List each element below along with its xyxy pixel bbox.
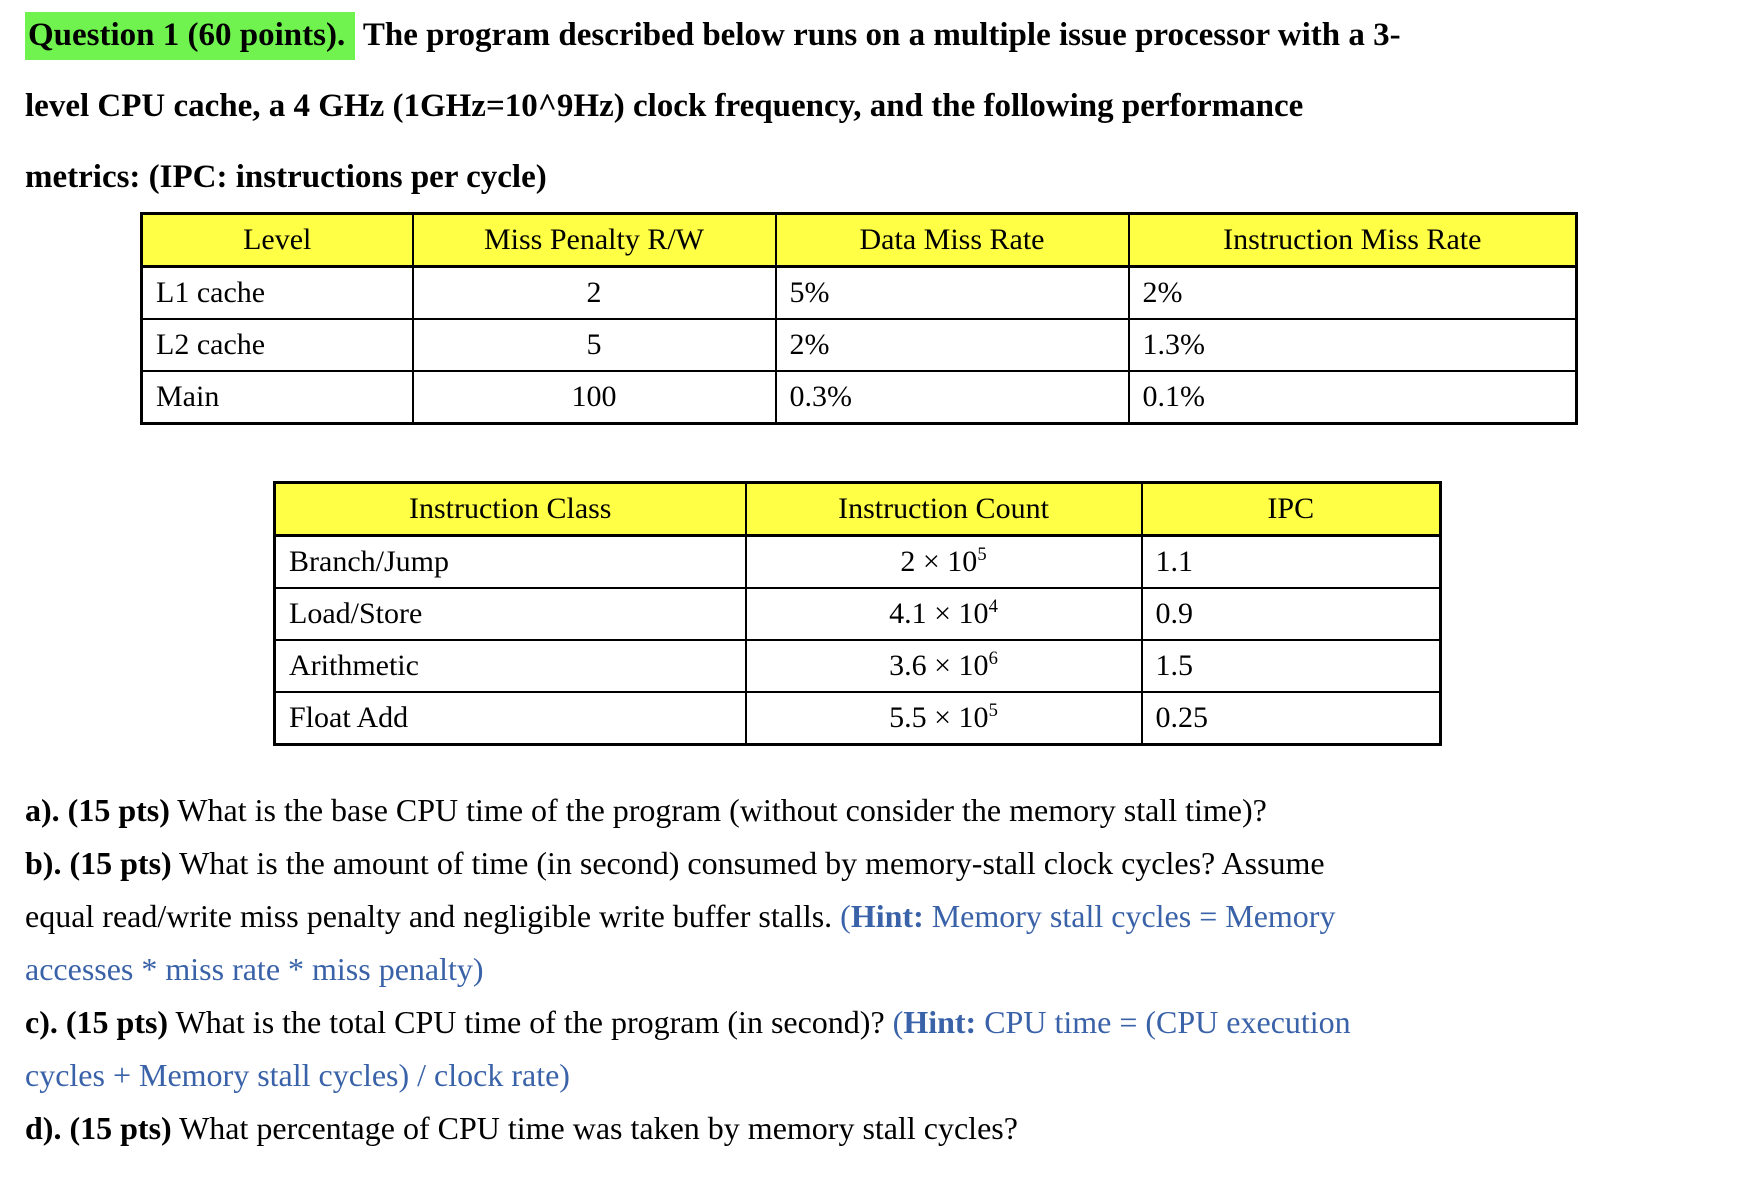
count-exponent: 5 — [988, 700, 998, 721]
question-b-text-1: What is the amount of time (in second) c… — [171, 845, 1325, 881]
cell-miss-penalty: 2 — [411, 265, 777, 320]
instruction-mix-table: Instruction Class Instruction Count IPC … — [273, 481, 1442, 746]
table-row: Main 100 0.3% 0.1% — [140, 370, 1578, 425]
intro-line-3: metrics: (IPC: instructions per cycle) — [25, 159, 547, 195]
question-c-line-1: c). (15 pts) What is the total CPU time … — [25, 996, 1351, 1049]
cell-ipc: 0.9 — [1140, 587, 1442, 641]
table-row: L1 cache 2 5% 2% — [140, 265, 1578, 320]
question-heading-highlight: Question 1 (60 points). — [25, 12, 356, 60]
question-b-label: b). (15 pts) — [25, 845, 172, 881]
cell-miss-penalty: 100 — [411, 370, 777, 425]
cell-instruction-miss-rate: 2% — [1127, 265, 1578, 320]
cell-data-miss-rate: 2% — [774, 318, 1130, 372]
question-d-label: d). (15 pts) — [25, 1110, 172, 1146]
table-row: L2 cache 5 2% 1.3% — [140, 318, 1578, 372]
question-d-text: What percentage of CPU time was taken by… — [171, 1110, 1018, 1146]
header-instruction-class: Instruction Class — [273, 481, 747, 537]
question-b-line-2: equal read/write miss penalty and neglig… — [25, 890, 1351, 943]
cell-instruction-count: 2 × 105 — [744, 534, 1143, 589]
count-base: 5.5 × 10 — [889, 701, 989, 734]
cell-instruction-class: Float Add — [273, 691, 747, 746]
header-miss-penalty: Miss Penalty R/W — [411, 212, 777, 268]
cell-instruction-count: 3.6 × 106 — [744, 639, 1143, 693]
cache-metrics-table: Level Miss Penalty R/W Data Miss Rate In… — [140, 212, 1578, 425]
cell-instruction-count: 5.5 × 105 — [744, 691, 1143, 746]
questions-block: a). (15 pts) What is the base CPU time o… — [25, 784, 1351, 1155]
cell-level: Main — [140, 370, 414, 425]
question-a-label: a). (15 pts) — [25, 792, 170, 828]
count-base: 2 × 10 — [900, 545, 978, 578]
cell-instruction-class: Load/Store — [273, 587, 747, 641]
hint-open-paren: ( — [840, 898, 851, 934]
cell-ipc: 1.5 — [1140, 639, 1442, 693]
question-b-text-2: equal read/write miss penalty and neglig… — [25, 898, 841, 934]
instruction-table-header-row: Instruction Class Instruction Count IPC — [273, 481, 1442, 537]
question-a-text: What is the base CPU time of the program… — [169, 792, 1267, 828]
count-base: 3.6 × 10 — [889, 649, 989, 682]
cell-data-miss-rate: 5% — [774, 265, 1130, 320]
hint-label: Hint: — [903, 1004, 977, 1040]
cell-instruction-miss-rate: 1.3% — [1127, 318, 1578, 372]
cell-ipc: 1.1 — [1140, 534, 1442, 589]
cell-ipc: 0.25 — [1140, 691, 1442, 746]
hint-text: Memory stall cycles = Memory — [923, 898, 1336, 934]
count-exponent: 6 — [988, 648, 998, 669]
intro-line-1-text: The program described below runs on a mu… — [355, 17, 1401, 53]
cell-instruction-miss-rate: 0.1% — [1127, 370, 1578, 425]
header-instruction-miss-rate: Instruction Miss Rate — [1127, 212, 1578, 268]
table-row: Float Add 5.5 × 105 0.25 — [273, 691, 1442, 746]
question-c-text: What is the total CPU time of the progra… — [168, 1004, 893, 1040]
count-base: 4.1 × 10 — [889, 597, 989, 630]
table-row: Arithmetic 3.6 × 106 1.5 — [273, 639, 1442, 693]
table-row: Load/Store 4.1 × 104 0.9 — [273, 587, 1442, 641]
hint-text: CPU time = (CPU execution — [976, 1004, 1351, 1040]
header-ipc: IPC — [1140, 481, 1442, 537]
cell-level: L1 cache — [140, 265, 414, 320]
header-data-miss-rate: Data Miss Rate — [774, 212, 1130, 268]
cell-level: L2 cache — [140, 318, 414, 372]
question-c-label: c). (15 pts) — [25, 1004, 169, 1040]
cache-table-header-row: Level Miss Penalty R/W Data Miss Rate In… — [140, 212, 1578, 268]
header-level: Level — [140, 212, 414, 268]
intro-paragraph: Question 1 (60 points). The program desc… — [25, 0, 1401, 213]
cell-miss-penalty: 5 — [411, 318, 777, 372]
count-exponent: 5 — [977, 544, 987, 565]
cell-data-miss-rate: 0.3% — [774, 370, 1130, 425]
table-row: Branch/Jump 2 × 105 1.1 — [273, 534, 1442, 589]
cell-instruction-count: 4.1 × 104 — [744, 587, 1143, 641]
count-exponent: 4 — [988, 596, 998, 617]
cell-instruction-class: Arithmetic — [273, 639, 747, 693]
header-instruction-count: Instruction Count — [744, 481, 1143, 537]
intro-line-1: Question 1 (60 points). The program desc… — [25, 0, 1401, 71]
question-c-hint-line-2: cycles + Memory stall cycles) / clock ra… — [25, 1057, 570, 1093]
hint-label: Hint: — [850, 898, 924, 934]
hint-open-paren: ( — [892, 1004, 904, 1040]
question-b-hint-line-2: accesses * miss rate * miss penalty) — [25, 951, 484, 987]
cell-instruction-class: Branch/Jump — [273, 534, 747, 589]
question-d: d). (15 pts) What percentage of CPU time… — [25, 1102, 1351, 1155]
question-a: a). (15 pts) What is the base CPU time o… — [25, 784, 1351, 837]
intro-line-2: level CPU cache, a 4 GHz (1GHz=10^9Hz) c… — [25, 88, 1304, 124]
question-b-line-1: b). (15 pts) What is the amount of time … — [25, 837, 1351, 890]
